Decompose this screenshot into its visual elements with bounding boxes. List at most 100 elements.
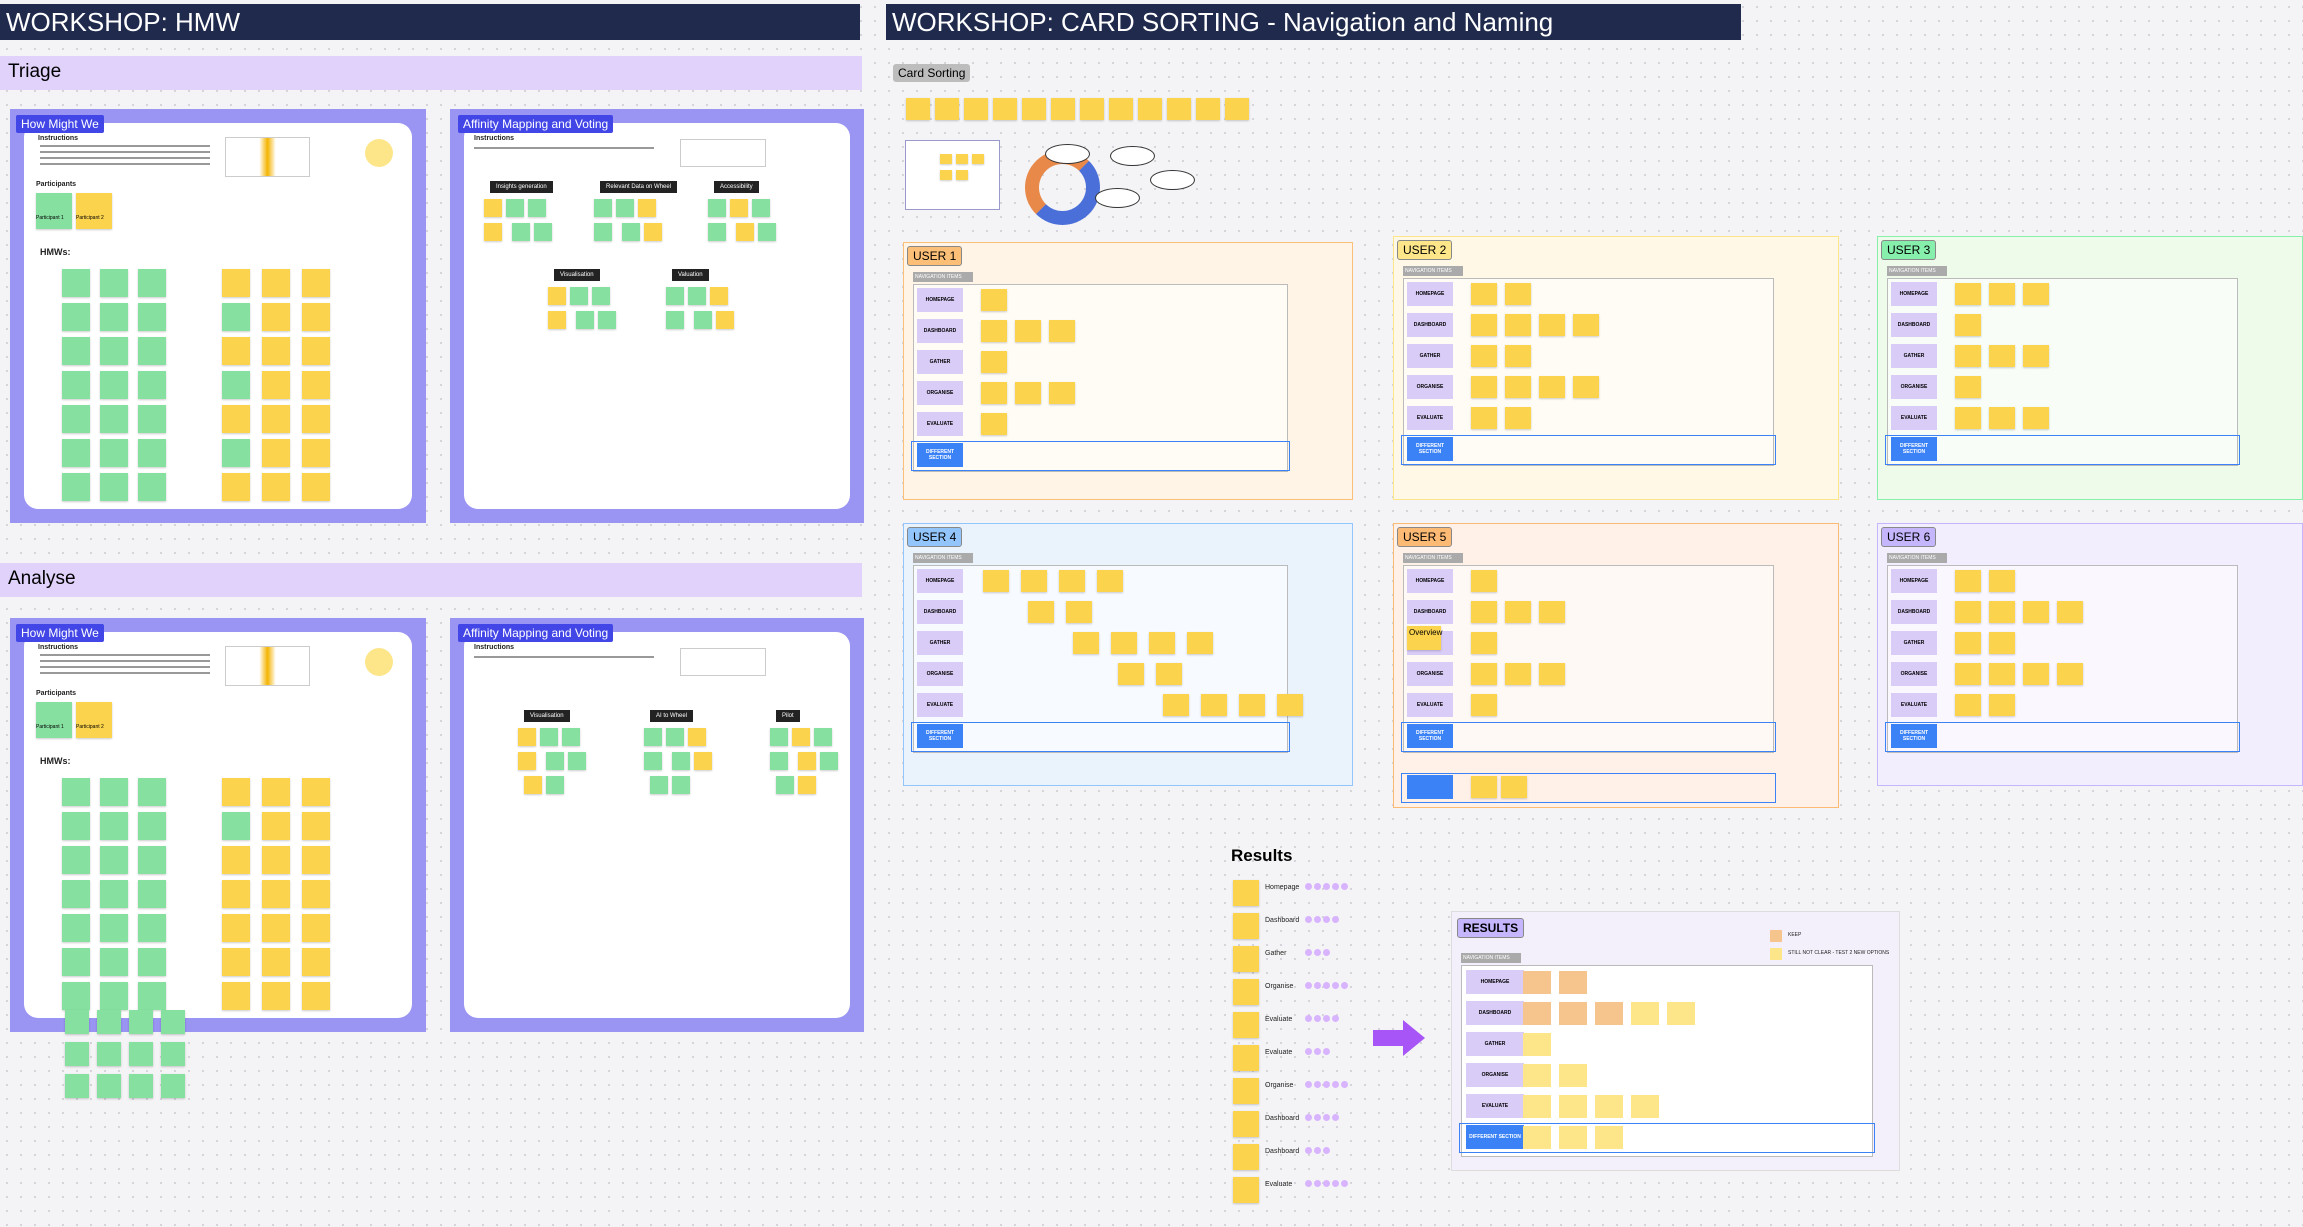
group-label: Insights generation: [490, 181, 553, 193]
sticky-note: [2023, 283, 2049, 305]
sticky-note: [1233, 979, 1259, 1005]
text-line: [474, 656, 654, 658]
result-item: Evaluate: [1265, 1049, 1293, 1056]
sticky-note: [100, 303, 128, 331]
nav-item: ORGANISE: [1891, 662, 1937, 686]
sticky-note: [62, 303, 90, 331]
avatar: [365, 139, 393, 167]
sticky-note: [1233, 1045, 1259, 1071]
nav-item: EVALUATE: [1407, 406, 1453, 430]
nav-item: GATHER: [1407, 344, 1453, 368]
nav-item: ORGANISE: [1407, 662, 1453, 686]
sticky-note: [1022, 98, 1046, 120]
sticky-note: [1049, 382, 1075, 404]
section-band: Triage: [0, 56, 862, 90]
nav-item: ORGANISE: [917, 662, 963, 686]
sticky-note: [1523, 971, 1551, 994]
sticky-note: [1471, 376, 1497, 398]
sticky-note: Overview: [1407, 626, 1442, 650]
sticky-note: [97, 1010, 121, 1034]
sticky-note: [1118, 663, 1144, 685]
nav-item: ORGANISE: [1466, 1063, 1524, 1087]
sticky-note: [262, 982, 290, 1010]
vote-dot: [1323, 883, 1330, 890]
group-label: Visualisation: [524, 710, 570, 722]
sticky-note: [222, 371, 250, 399]
sticky-note: [97, 1042, 121, 1066]
sticky-note: [1471, 345, 1497, 367]
vote-dot: [1314, 1180, 1321, 1187]
sticky-note: [1097, 570, 1123, 592]
result-item: Organise: [1265, 983, 1294, 990]
vote-legend: [680, 139, 766, 167]
sticky-note: [1989, 407, 2015, 429]
sticky-note: [1505, 345, 1531, 367]
sticky-note: [100, 778, 128, 806]
group-label: Accessibility: [714, 181, 759, 193]
sticky-note: [1955, 283, 1981, 305]
sticky-note: [1225, 98, 1249, 120]
vote-dot: [1314, 1015, 1321, 1022]
hmw-title: HMWs:: [40, 756, 71, 766]
cloud: [1110, 146, 1155, 166]
sticky-note: [1573, 376, 1599, 398]
legend-swatch: [1770, 930, 1782, 942]
cloud: [1095, 188, 1140, 208]
sticky-note: [1523, 1064, 1551, 1087]
sticky-note: [1080, 98, 1104, 120]
sticky-note: [972, 154, 984, 164]
nav-table: [913, 565, 1288, 753]
sticky-note: [1233, 880, 1259, 906]
sticky-note: [708, 199, 726, 217]
sticky-note: [956, 170, 968, 180]
sticky-note: [798, 776, 816, 794]
group-label: Pilot: [776, 710, 800, 722]
vote-dot: [1323, 1114, 1330, 1121]
sticky-note: [1167, 98, 1191, 120]
result-item: Dashboard: [1265, 1148, 1300, 1155]
sticky-note: [1501, 776, 1527, 798]
sticky-note: [1523, 1033, 1551, 1056]
sticky-note: [964, 98, 988, 120]
sticky-note: [1631, 1002, 1659, 1025]
vote-dot: [1332, 1015, 1339, 1022]
result-item: Gather: [1265, 950, 1287, 957]
nav-item: [1407, 775, 1453, 799]
sticky-note: [138, 371, 166, 399]
vote-dot: [1332, 1180, 1339, 1187]
sticky-note: [1233, 913, 1259, 939]
sticky-note: [138, 914, 166, 942]
sticky-note: [1015, 320, 1041, 342]
sticky-note: [1559, 1126, 1587, 1149]
sticky-note: [222, 303, 250, 331]
group-label: Valuation: [672, 269, 709, 281]
sticky-note: [100, 405, 128, 433]
sticky-note: [222, 914, 250, 942]
sticky-note: [222, 880, 250, 908]
sticky-note: [512, 223, 530, 241]
sticky-note: [1955, 601, 1981, 623]
sticky-note: [906, 98, 930, 120]
sticky-note: [138, 880, 166, 908]
sticky-note: [161, 1042, 185, 1066]
nav-header: NAVIGATION ITEMS: [1403, 553, 1463, 563]
sticky-note: [62, 337, 90, 365]
nav-table: [1403, 278, 1774, 466]
nav-item: DASHBOARD: [1466, 1001, 1524, 1025]
sticky-note: [638, 199, 656, 217]
sticky-note: [694, 311, 712, 329]
sticky-note: [2023, 345, 2049, 367]
nav-item: GATHER: [1891, 631, 1937, 655]
sticky-note: [302, 846, 330, 874]
sticky-note: [1955, 663, 1981, 685]
vote-dot: [1332, 982, 1339, 989]
sticky-note: [1631, 1095, 1659, 1118]
sticky-note: [1233, 1144, 1259, 1170]
arrow-head: [1403, 1020, 1425, 1056]
sticky-note: [1505, 601, 1531, 623]
sticky-note: [1471, 570, 1497, 592]
sticky-note: [97, 1074, 121, 1098]
sticky-note: [222, 812, 250, 840]
nav-header: NAVIGATION ITEMS: [913, 272, 973, 282]
board-header: WORKSHOP: HMW: [0, 4, 860, 40]
